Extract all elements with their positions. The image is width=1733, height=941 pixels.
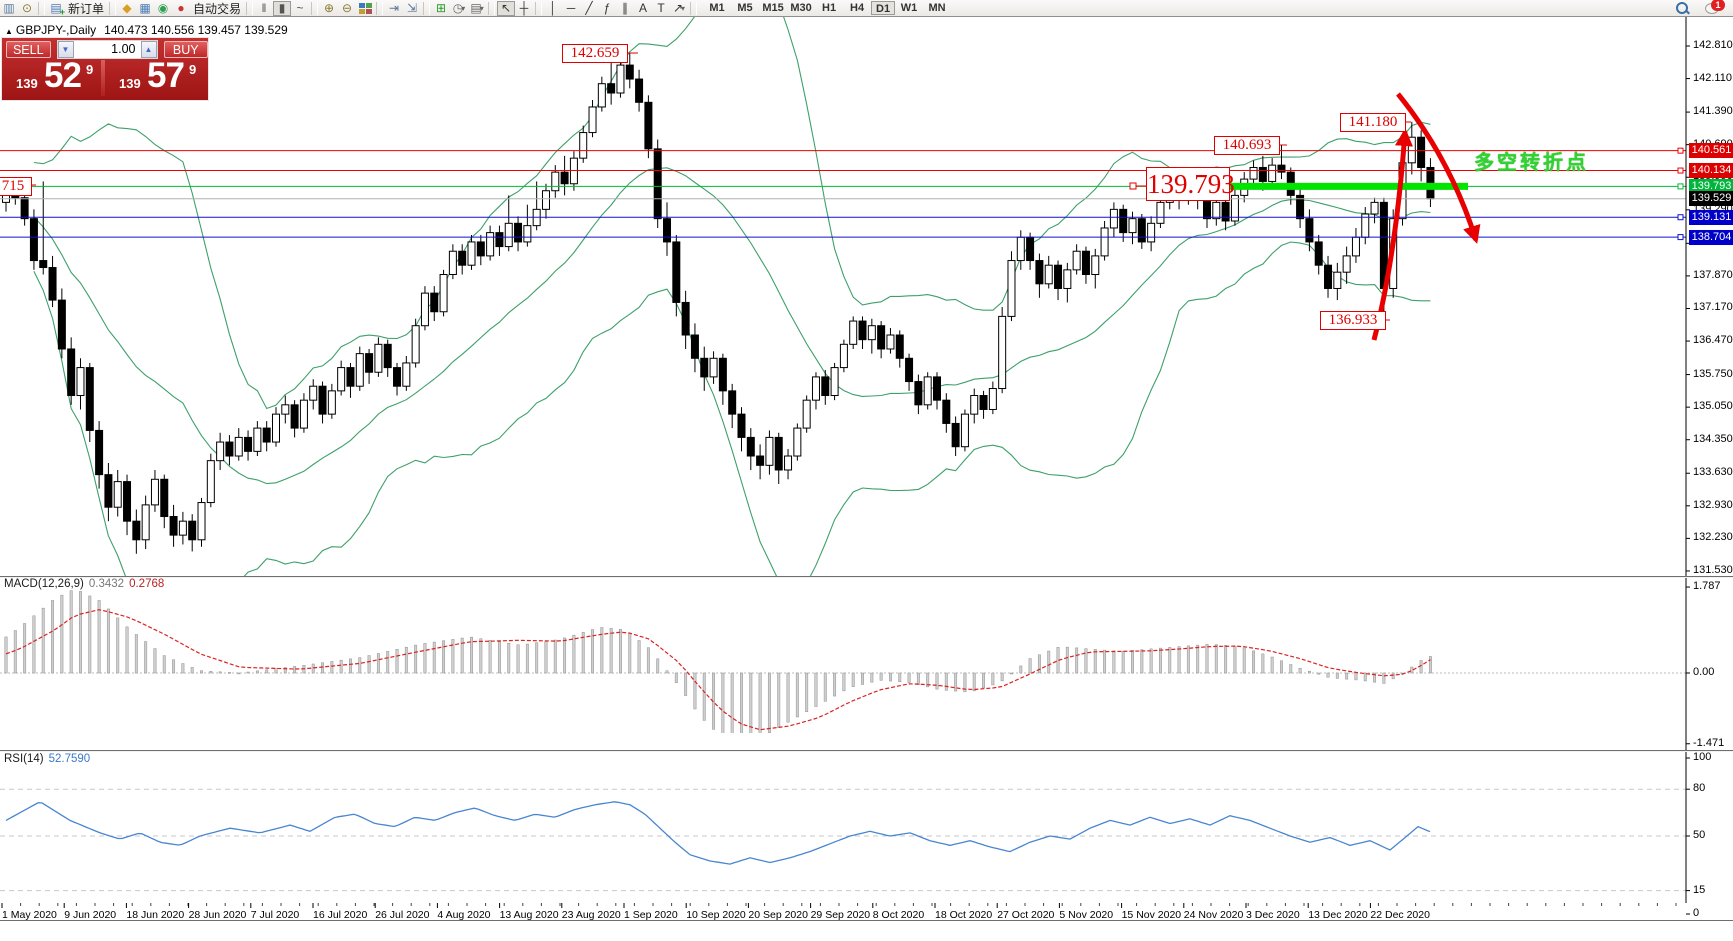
chart-area[interactable]: 142.810 142.110 141.390 140.690 139.990 139.2… [0, 17, 1733, 941]
zoom-out-icon[interactable]: ⊖ [342, 1, 353, 15]
volume-up-button[interactable]: ▲ [140, 40, 157, 58]
toolbar-divider [423, 1, 431, 15]
buy-price-display[interactable]: 139 57 9 [119, 56, 197, 95]
toolbar-icons: ▥ ⊙ ▤ + 新订单 ◆ ▦ ◉ ● 自动交易 ‖ ▮ ~ ⊕ ⊖ ⇥ ⇲ ⊞ ◷ ▾ ▤ ▾ ↖ ┼ │ ─ ╱ ƒ ∥ A T ↗ ▾ [0, 0, 699, 17]
auto-scroll-icon[interactable]: ⇥ [389, 1, 400, 15]
toolbar-divider [488, 1, 496, 15]
horizontal-line-icon[interactable]: ─ [566, 1, 576, 15]
preview-zoom-icon[interactable]: ⊙ [21, 1, 33, 15]
annotation-peak-high[interactable]: 142.659 [562, 44, 628, 63]
terminal-icon[interactable]: ▦ [139, 1, 151, 15]
annotation-left-clipped[interactable]: 715 [0, 177, 32, 196]
timeframe-m5[interactable]: M5 [737, 2, 753, 14]
fibonacci-icon[interactable]: ƒ [603, 1, 611, 15]
turning-point-text[interactable]: 多空转折点 [1474, 152, 1589, 174]
signals-icon[interactable]: ◉ [157, 1, 169, 15]
zoom-in-icon[interactable]: ⊕ [324, 1, 335, 15]
separator-main-macd[interactable] [0, 576, 1733, 577]
macd-panel[interactable] [0, 590, 1686, 743]
autotrading-icon[interactable]: ● [177, 1, 185, 15]
one-click-trade-panel: SELL ▼ 1.00 ▲ BUY 139 52 9 139 57 [1, 37, 209, 101]
search-icon[interactable] [1675, 1, 1690, 15]
symbol-period-label: GBPJPY-,Daily [15, 23, 97, 37]
rsi-value: 52.7590 [48, 753, 91, 765]
periods-icon[interactable]: ◷ ▾ [452, 1, 466, 15]
candlestick-chart-icon[interactable]: ▮ [273, 0, 292, 16]
timeframe-h4[interactable]: H4 [850, 2, 865, 14]
annotation-dec-low[interactable]: 136.933 [1320, 311, 1386, 330]
timeframe-m15[interactable]: M15 [762, 2, 784, 14]
rsi-line [5, 801, 1431, 865]
toolbar-divider [311, 1, 319, 15]
annotation-swing-high[interactable]: 140.693 [1214, 136, 1280, 155]
timeframe-m1[interactable]: M1 [709, 2, 725, 14]
candlesticks-layer [2, 53, 1435, 554]
rsi-panel[interactable] [0, 788, 1686, 892]
toolbar-divider [690, 1, 698, 15]
toolbar-divider [38, 1, 45, 15]
chart-shift-icon[interactable]: ⇲ [407, 1, 418, 15]
bar-chart-icon[interactable]: ‖ [261, 1, 267, 15]
toolbar-divider [246, 1, 254, 15]
annotation-dec-high[interactable]: 141.180 [1340, 113, 1406, 132]
volume-field[interactable]: 1.00 [73, 40, 141, 58]
bollinger-band-line [33, 167, 1431, 485]
text-icon[interactable]: A [639, 1, 648, 15]
timeframe-m30[interactable]: M30 [790, 2, 812, 14]
chart-window-icon[interactable]: ▥ [3, 1, 15, 15]
sell-price-display[interactable]: 139 52 9 [16, 56, 94, 95]
bollinger-band-line [33, 17, 1431, 410]
separator-macd-rsi[interactable] [0, 750, 1733, 751]
toolbar-divider [376, 1, 384, 15]
toolbar-divider [109, 1, 117, 15]
timeframe-w1[interactable]: W1 [900, 2, 918, 14]
templates-icon[interactable]: ▤ ▾ [470, 1, 484, 15]
toolbar-divider [535, 1, 543, 15]
arrows-shapes-icon[interactable]: ↗ ▾ [672, 1, 686, 15]
crosshair-icon[interactable]: ┼ [519, 1, 529, 15]
auto-trading-label[interactable]: 自动交易 [193, 1, 242, 16]
new-order-label[interactable]: 新订单 [68, 1, 105, 16]
sell-button[interactable]: SELL [6, 40, 51, 58]
macd-signal-line [5, 609, 1431, 731]
label-icon[interactable]: T [657, 1, 665, 15]
volume-down-button[interactable]: ▼ [57, 40, 74, 58]
notification-badge: 1 [1711, 0, 1725, 11]
symbol-triangle-icon: ▲ [5, 27, 13, 36]
trendline-icon[interactable]: ╱ [585, 1, 593, 15]
cursor-icon[interactable]: ↖ [497, 0, 516, 16]
timeframe-d1[interactable]: D1 [871, 1, 896, 15]
timeframe-buttons: M1 M5 M15 M30 H1 H4 D1 W1 MN [703, 1, 951, 15]
separator-rsi-dates [0, 920, 1733, 921]
vertical-line-icon[interactable]: │ [549, 1, 557, 15]
timeframe-mn[interactable]: MN [928, 2, 946, 14]
macd-label: MACD(12,26,9) 0.3432 0.2768 [4, 578, 165, 590]
timeframe-h1[interactable]: H1 [822, 2, 837, 14]
macd-signal-value: 0.2768 [129, 578, 165, 590]
add-indicator-icon[interactable]: ⊞ [436, 1, 447, 15]
annotation-key-level[interactable]: 139.793 [1146, 167, 1235, 201]
rsi-label: RSI(14) 52.7590 [4, 753, 91, 765]
tile-windows-icon[interactable] [356, 1, 374, 16]
toolbar: ▥ ⊙ ▤ + 新订单 ◆ ▦ ◉ ● 自动交易 ‖ ▮ ~ ⊕ ⊖ ⇥ ⇲ ⊞ ◷ ▾ ▤ ▾ ↖ ┼ │ ─ ╱ ƒ ∥ A T ↗ ▾ M… [0, 0, 1733, 17]
new-order-icon[interactable]: ▤ + [50, 1, 65, 17]
ohlc-values: 140.473 140.556 139.457 139.529 [104, 23, 288, 37]
down-arrow-annotation[interactable] [1396, 92, 1481, 244]
macd-main-value: 0.3432 [88, 578, 125, 590]
volume-stepper: ▼ 1.00 ▲ [56, 39, 158, 59]
notifications-icon[interactable]: 1 [1705, 0, 1725, 15]
channels-icon[interactable]: ∥ [622, 1, 629, 15]
buy-button[interactable]: BUY [163, 40, 208, 58]
bollinger-band-line [33, 241, 1431, 576]
main-chart-layer[interactable] [0, 0, 1686, 648]
chart-title: ▲ GBPJPY-,Daily 140.473 140.556 139.457 13… [5, 23, 288, 37]
history-center-icon[interactable]: ◆ [122, 1, 132, 15]
line-chart-icon[interactable]: ~ [296, 1, 304, 15]
